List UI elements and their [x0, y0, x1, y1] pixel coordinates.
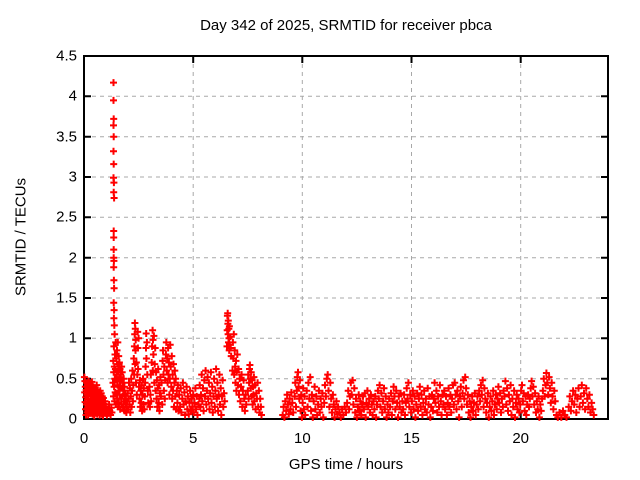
- y-tick-label: 4: [68, 87, 77, 105]
- y-tick-label: 3: [68, 168, 77, 186]
- y-tick-label: 2.5: [56, 208, 77, 226]
- chart-title: Day 342 of 2025, SRMTID for receiver pbc…: [200, 17, 492, 34]
- y-tick-label: 1.5: [56, 289, 77, 307]
- y-tick-label: 1: [68, 329, 77, 347]
- x-axis-label: GPS time / hours: [288, 456, 404, 473]
- x-tick-label: 20: [512, 430, 529, 447]
- x-tick-label: 0: [79, 430, 89, 447]
- plot-border: [83, 55, 609, 420]
- y-tick-label: 0: [68, 410, 77, 428]
- gridlines: [84, 56, 608, 419]
- y-tick-label: 0.5: [56, 370, 77, 388]
- y-tick-label: 3.5: [56, 128, 77, 146]
- tick-marks: [83, 55, 608, 420]
- data-points: [80, 79, 598, 421]
- y-tick-label: 4.5: [56, 47, 77, 65]
- x-tick-label: 5: [188, 430, 198, 447]
- y-tick-label: 2: [68, 249, 77, 267]
- x-tick-label: 10: [293, 430, 311, 447]
- y-axis-label: SRMTID / TECUs: [12, 177, 30, 297]
- x-tick-label: 15: [403, 430, 420, 447]
